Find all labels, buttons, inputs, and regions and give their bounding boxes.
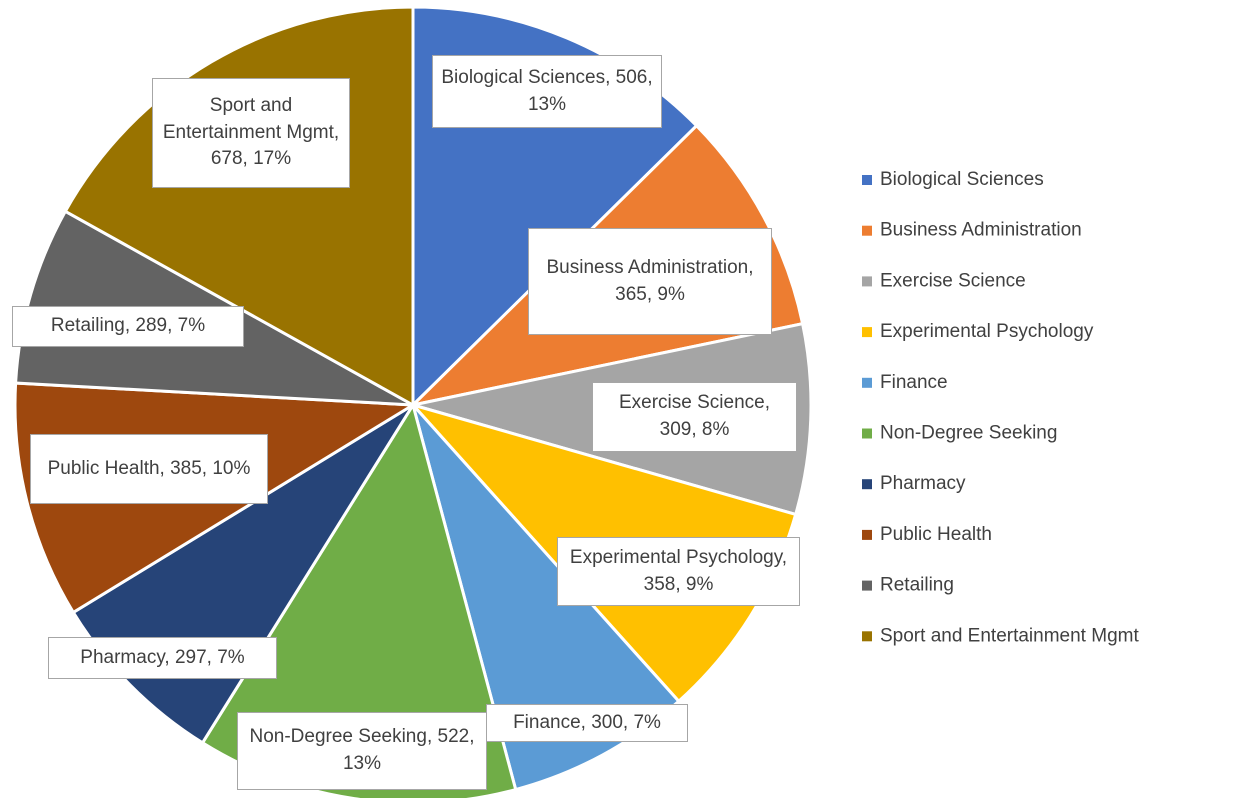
legend-label: Biological Sciences <box>880 169 1044 190</box>
legend-swatch <box>862 529 872 540</box>
legend-swatch <box>862 276 872 287</box>
data-label: Biological Sciences, 506, 13% <box>432 55 662 128</box>
legend-label: Finance <box>880 372 948 393</box>
data-label: Non-Degree Seeking, 522, 13% <box>237 712 487 790</box>
data-label: Business Administration, 365, 9% <box>528 228 772 335</box>
legend-swatch <box>862 428 872 439</box>
data-label: Pharmacy, 297, 7% <box>48 637 277 679</box>
data-label: Exercise Science, 309, 8% <box>592 382 797 452</box>
legend-label: Experimental Psychology <box>880 321 1094 342</box>
legend-label: Pharmacy <box>880 473 966 494</box>
legend-swatch <box>862 225 872 236</box>
legend-label: Exercise Science <box>880 270 1026 291</box>
legend-label: Business Administration <box>880 220 1082 241</box>
data-label: Sport and Entertainment Mgmt, 678, 17% <box>152 78 350 188</box>
pie-slice <box>200 401 518 798</box>
legend-swatch <box>862 377 872 388</box>
legend-swatch <box>862 327 872 338</box>
legend-label: Retailing <box>880 575 954 596</box>
legend-swatch <box>862 175 872 185</box>
data-label: Experimental Psychology, 358, 9% <box>557 537 800 606</box>
legend-swatch <box>862 631 872 642</box>
legend-swatch <box>862 479 872 490</box>
data-label: Public Health, 385, 10% <box>30 434 268 504</box>
legend-label: Public Health <box>880 524 992 545</box>
data-label: Retailing, 289, 7% <box>12 306 244 347</box>
legend-swatch <box>862 580 872 591</box>
data-label: Finance, 300, 7% <box>486 704 688 742</box>
legend-label: Non-Degree Seeking <box>880 423 1057 444</box>
legend-label: Sport and Entertainment Mgmt <box>880 625 1139 646</box>
